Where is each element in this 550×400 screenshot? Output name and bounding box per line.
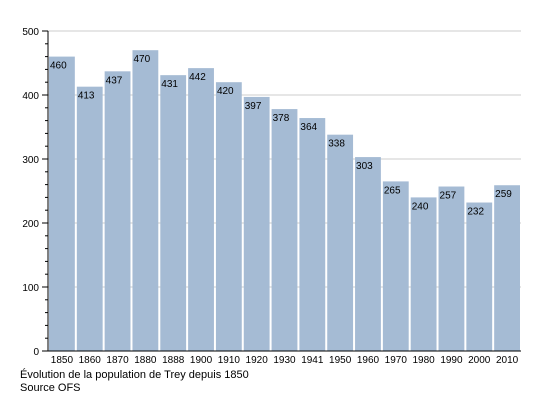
y-tick-label: 400	[22, 91, 39, 102]
chart-caption: Évolution de la population de Trey depui…	[20, 369, 249, 381]
bar-value-label: 378	[273, 113, 290, 124]
bar-value-label: 265	[384, 185, 401, 196]
x-tick-label: 1920	[246, 355, 269, 366]
x-tick-label: 1960	[357, 355, 380, 366]
y-tick-label: 200	[22, 219, 39, 230]
y-tick-label: 500	[22, 27, 39, 38]
bar	[438, 186, 465, 351]
bar	[355, 157, 381, 351]
x-tick-label: 1880	[134, 355, 157, 366]
x-tick-label: 1888	[162, 355, 185, 366]
bar	[49, 56, 75, 351]
x-tick-label: 1870	[106, 355, 129, 366]
x-tick-label: 1980	[412, 355, 435, 366]
y-tick-label: 0	[33, 347, 39, 358]
bar-value-label: 338	[328, 139, 345, 150]
bar-value-label: 413	[78, 91, 95, 102]
bar-value-label: 420	[217, 86, 234, 97]
bar	[299, 118, 326, 351]
bar	[271, 109, 298, 351]
x-tick-label: 1990	[440, 355, 463, 366]
bar-value-label: 442	[189, 72, 206, 83]
bar-value-label: 259	[495, 189, 512, 200]
bar	[410, 197, 437, 351]
bar	[104, 71, 131, 351]
x-tick-label: 1970	[385, 355, 408, 366]
bar	[243, 96, 270, 351]
bar	[327, 134, 354, 351]
y-tick-label: 300	[22, 155, 39, 166]
y-tick-label: 100	[22, 283, 39, 294]
x-tick-label: 2010	[496, 355, 519, 366]
x-tick-label: 1941	[301, 355, 324, 366]
x-tick-label: 1910	[218, 355, 241, 366]
x-tick-label: 1900	[190, 355, 213, 366]
bar-value-label: 460	[50, 61, 67, 72]
x-tick-label: 2000	[468, 355, 491, 366]
bar	[132, 50, 159, 351]
x-tick-label: 1950	[329, 355, 352, 366]
bar	[215, 82, 242, 351]
chart-source: Source OFS	[20, 382, 81, 394]
bar-value-label: 257	[440, 191, 457, 202]
bar-value-label: 431	[161, 79, 178, 90]
bar	[188, 68, 214, 352]
x-tick-label: 1850	[51, 355, 74, 366]
bar-value-label: 232	[467, 207, 484, 218]
bar-value-label: 437	[106, 75, 123, 86]
bar	[160, 75, 187, 351]
bar	[382, 181, 409, 351]
bar	[76, 86, 103, 352]
bar	[466, 202, 493, 351]
bar-value-label: 240	[412, 201, 429, 212]
x-tick-label: 1860	[79, 355, 102, 366]
bar-value-label: 397	[245, 101, 262, 112]
bar-value-label: 470	[133, 54, 150, 65]
bar	[494, 185, 520, 351]
bar-value-label: 303	[356, 161, 373, 172]
x-tick-label: 1930	[273, 355, 296, 366]
bar-value-label: 364	[300, 122, 317, 133]
